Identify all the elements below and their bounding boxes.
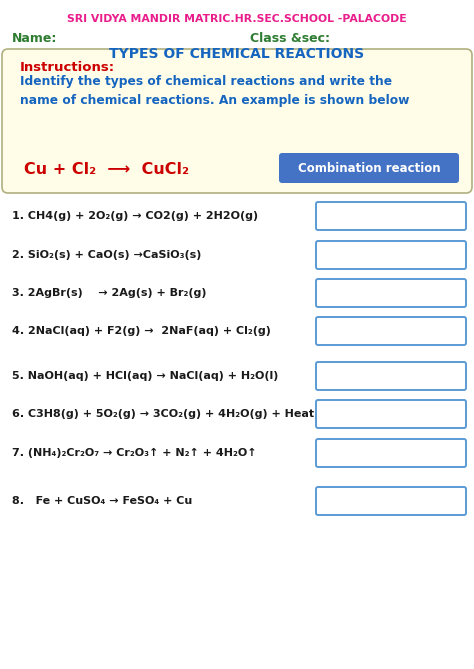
Text: Identify the types of chemical reactions and write the
name of chemical reaction: Identify the types of chemical reactions… — [20, 75, 410, 107]
FancyBboxPatch shape — [316, 439, 466, 467]
Text: 3. 2AgBr(s)    → 2Ag(s) + Br₂(g): 3. 2AgBr(s) → 2Ag(s) + Br₂(g) — [12, 288, 207, 298]
Text: 1. CH4(g) + 2O₂(g) → CO2(g) + 2H2O(g): 1. CH4(g) + 2O₂(g) → CO2(g) + 2H2O(g) — [12, 211, 258, 221]
Text: 5. NaOH(aq) + HCl(aq) → NaCl(aq) + H₂O(l): 5. NaOH(aq) + HCl(aq) → NaCl(aq) + H₂O(l… — [12, 371, 278, 381]
Text: TYPES OF CHEMICAL REACTIONS: TYPES OF CHEMICAL REACTIONS — [109, 47, 365, 61]
Text: Instructions:: Instructions: — [20, 61, 115, 74]
FancyBboxPatch shape — [316, 279, 466, 307]
FancyBboxPatch shape — [316, 317, 466, 345]
Text: Name:: Name: — [12, 32, 57, 45]
FancyBboxPatch shape — [316, 241, 466, 269]
Text: 4. 2NaCl(aq) + F2(g) →  2NaF(aq) + Cl₂(g): 4. 2NaCl(aq) + F2(g) → 2NaF(aq) + Cl₂(g) — [12, 326, 271, 336]
FancyBboxPatch shape — [316, 202, 466, 230]
Text: 6. C3H8(g) + 5O₂(g) → 3CO₂(g) + 4H₂O(g) + Heat: 6. C3H8(g) + 5O₂(g) → 3CO₂(g) + 4H₂O(g) … — [12, 409, 314, 419]
FancyBboxPatch shape — [279, 153, 459, 183]
Text: Combination reaction: Combination reaction — [298, 161, 440, 175]
Text: Class &sec:: Class &sec: — [250, 32, 330, 45]
Text: SRI VIDYA MANDIR MATRIC.HR.SEC.SCHOOL -PALACODE: SRI VIDYA MANDIR MATRIC.HR.SEC.SCHOOL -P… — [67, 14, 407, 24]
FancyBboxPatch shape — [316, 400, 466, 428]
Text: Cu + Cl₂  ⟶  CuCl₂: Cu + Cl₂ ⟶ CuCl₂ — [24, 161, 189, 177]
Text: 2. SiO₂(s) + CaO(s) →CaSiO₃(s): 2. SiO₂(s) + CaO(s) →CaSiO₃(s) — [12, 250, 201, 260]
FancyBboxPatch shape — [316, 487, 466, 515]
Text: 8.   Fe + CuSO₄ → FeSO₄ + Cu: 8. Fe + CuSO₄ → FeSO₄ + Cu — [12, 496, 192, 506]
FancyBboxPatch shape — [316, 362, 466, 390]
FancyBboxPatch shape — [2, 49, 472, 193]
Text: 7. (NH₄)₂Cr₂O₇ → Cr₂O₃↑ + N₂↑ + 4H₂O↑: 7. (NH₄)₂Cr₂O₇ → Cr₂O₃↑ + N₂↑ + 4H₂O↑ — [12, 448, 256, 458]
